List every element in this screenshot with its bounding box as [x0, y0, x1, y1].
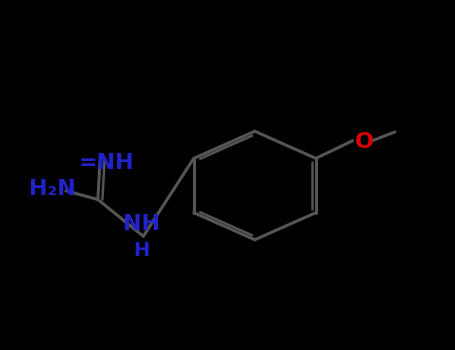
Text: H: H — [133, 241, 149, 260]
Text: NH: NH — [122, 214, 160, 234]
Text: H₂N: H₂N — [29, 179, 76, 199]
Text: O: O — [354, 132, 374, 152]
Text: =NH: =NH — [79, 153, 135, 173]
